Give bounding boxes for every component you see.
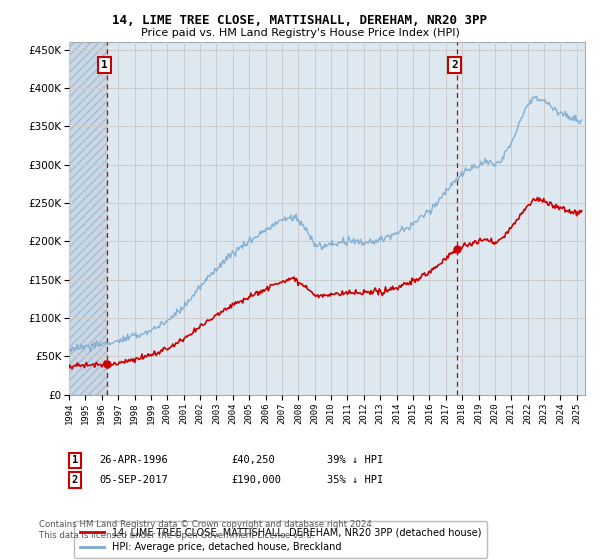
Text: £40,250: £40,250 [231, 455, 275, 465]
Text: Contains HM Land Registry data © Crown copyright and database right 2024.
This d: Contains HM Land Registry data © Crown c… [39, 520, 374, 540]
Legend: 14, LIME TREE CLOSE, MATTISHALL, DEREHAM, NR20 3PP (detached house), HPI: Averag: 14, LIME TREE CLOSE, MATTISHALL, DEREHAM… [74, 521, 487, 558]
Text: 26-APR-1996: 26-APR-1996 [99, 455, 168, 465]
Text: 05-SEP-2017: 05-SEP-2017 [99, 475, 168, 485]
Text: 1: 1 [101, 60, 108, 70]
Text: 39% ↓ HPI: 39% ↓ HPI [327, 455, 383, 465]
Text: £190,000: £190,000 [231, 475, 281, 485]
Text: 1: 1 [72, 455, 78, 465]
Text: 2: 2 [451, 60, 458, 70]
Text: Price paid vs. HM Land Registry's House Price Index (HPI): Price paid vs. HM Land Registry's House … [140, 28, 460, 38]
Text: 14, LIME TREE CLOSE, MATTISHALL, DEREHAM, NR20 3PP: 14, LIME TREE CLOSE, MATTISHALL, DEREHAM… [113, 14, 487, 27]
Bar [69, 42, 107, 395]
Text: 35% ↓ HPI: 35% ↓ HPI [327, 475, 383, 485]
Text: 2: 2 [72, 475, 78, 485]
